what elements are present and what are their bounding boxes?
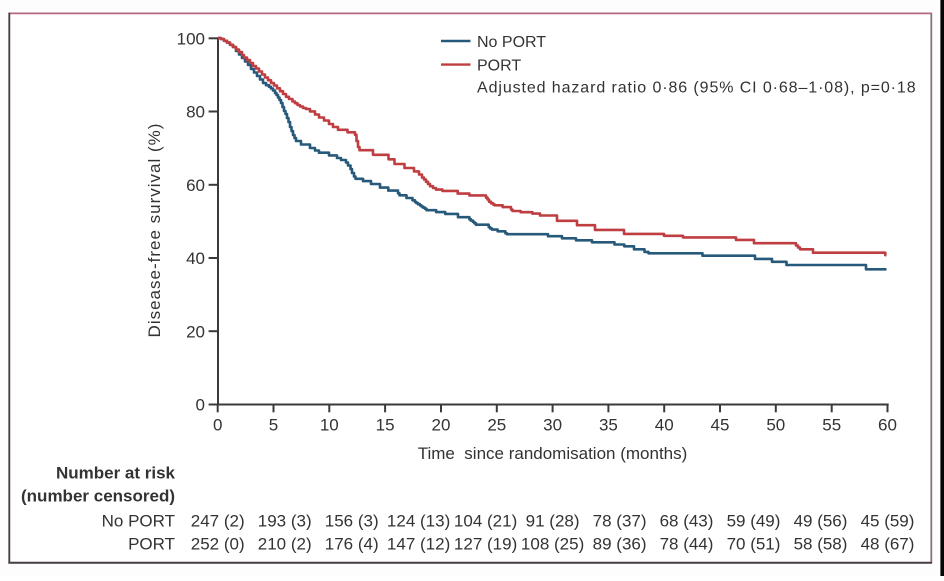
svg-text:35: 35 <box>599 416 618 435</box>
svg-text:176 (4): 176 (4) <box>325 534 379 553</box>
svg-text:78 (44): 78 (44) <box>660 534 714 553</box>
svg-text:48 (67): 48 (67) <box>861 534 915 553</box>
svg-text:210 (2): 210 (2) <box>258 534 312 553</box>
svg-text:60: 60 <box>878 416 897 435</box>
svg-text:91 (28): 91 (28) <box>526 511 580 530</box>
svg-text:108 (25): 108 (25) <box>521 534 584 553</box>
svg-text:(number censored): (number censored) <box>21 486 175 505</box>
svg-text:127 (19): 127 (19) <box>454 534 517 553</box>
svg-text:0: 0 <box>196 396 205 415</box>
svg-text:58 (58): 58 (58) <box>794 534 848 553</box>
svg-text:80: 80 <box>186 103 205 122</box>
svg-text:70 (51): 70 (51) <box>727 534 781 553</box>
svg-text:89 (36): 89 (36) <box>593 534 647 553</box>
svg-text:Time since randomisation (mon: Time since randomisation (months) <box>418 444 688 463</box>
svg-text:59 (49): 59 (49) <box>727 511 781 530</box>
svg-text:PORT: PORT <box>477 57 521 74</box>
svg-text:Disease-free survival (%): Disease-free survival (%) <box>145 123 164 338</box>
svg-text:Adjusted hazard ratio 0·86 (95: Adjusted hazard ratio 0·86 (95% CI 0·68–… <box>477 80 917 97</box>
svg-text:55: 55 <box>822 416 841 435</box>
svg-text:78 (37): 78 (37) <box>593 511 647 530</box>
svg-text:0: 0 <box>213 416 222 435</box>
svg-text:193 (3): 193 (3) <box>258 511 312 530</box>
svg-text:104 (21): 104 (21) <box>454 511 517 530</box>
svg-text:No PORT: No PORT <box>477 34 546 51</box>
svg-text:45: 45 <box>711 416 730 435</box>
svg-text:No PORT: No PORT <box>102 511 175 530</box>
svg-text:Number at risk: Number at risk <box>56 463 176 482</box>
svg-text:40: 40 <box>655 416 674 435</box>
svg-text:10: 10 <box>320 416 339 435</box>
svg-text:40: 40 <box>186 249 205 268</box>
svg-text:45 (59): 45 (59) <box>861 511 915 530</box>
svg-text:247 (2): 247 (2) <box>191 511 245 530</box>
svg-text:15: 15 <box>376 416 395 435</box>
svg-text:68 (43): 68 (43) <box>660 511 714 530</box>
svg-text:5: 5 <box>269 416 278 435</box>
svg-text:147 (12): 147 (12) <box>387 534 450 553</box>
svg-text:20: 20 <box>432 416 451 435</box>
svg-text:PORT: PORT <box>128 534 175 553</box>
svg-text:100: 100 <box>177 29 205 48</box>
svg-text:124 (13): 124 (13) <box>387 511 450 530</box>
svg-text:156 (3): 156 (3) <box>325 511 379 530</box>
svg-text:20: 20 <box>186 322 205 341</box>
svg-text:49 (56): 49 (56) <box>794 511 848 530</box>
svg-text:50: 50 <box>766 416 785 435</box>
svg-text:60: 60 <box>186 176 205 195</box>
svg-text:30: 30 <box>543 416 562 435</box>
svg-text:25: 25 <box>487 416 506 435</box>
svg-text:252 (0): 252 (0) <box>191 534 245 553</box>
